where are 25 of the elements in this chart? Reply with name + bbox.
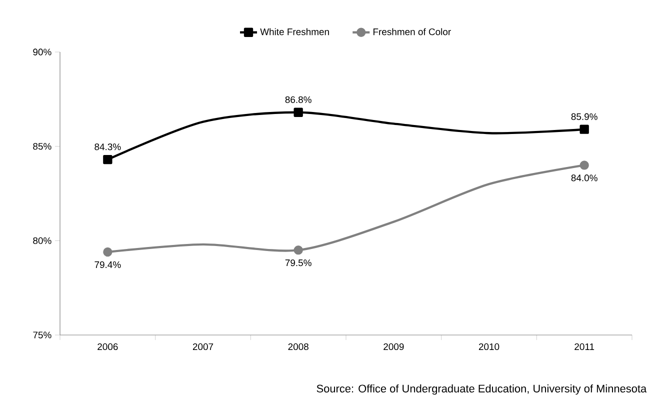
x-tick-label: 2009 [384,343,404,350]
x-tick-label: 2006 [98,343,118,350]
point [294,108,303,117]
point [580,124,589,134]
x-tick-label: 2007 [192,343,214,350]
legend-label: White Freshmen [260,28,329,36]
point [103,154,112,164]
data-label: 84.0% [571,174,598,182]
data-label: 79.4% [94,261,121,268]
data-label: 79.5% [285,259,312,266]
data-label: 86.8% [285,96,312,104]
y-tick-label: 85% [33,142,52,150]
legend-label: Freshmen of Color [374,28,451,36]
x-tick-label: 2010 [478,343,500,350]
y-tick-label: 75% [33,332,52,338]
data-label: 85.9% [571,113,598,120]
point [580,160,589,170]
point [103,247,112,257]
source-note: Source: Office of Undergraduate Education, University of Minnesota [316,384,647,395]
y-tick-label: 80% [33,237,52,244]
y-tick-label: 90% [33,48,52,56]
x-tick-label: 2011 [574,343,594,350]
data-label: 84.3% [94,143,121,150]
point [294,246,303,255]
x-tick-label: 2008 [288,343,308,350]
